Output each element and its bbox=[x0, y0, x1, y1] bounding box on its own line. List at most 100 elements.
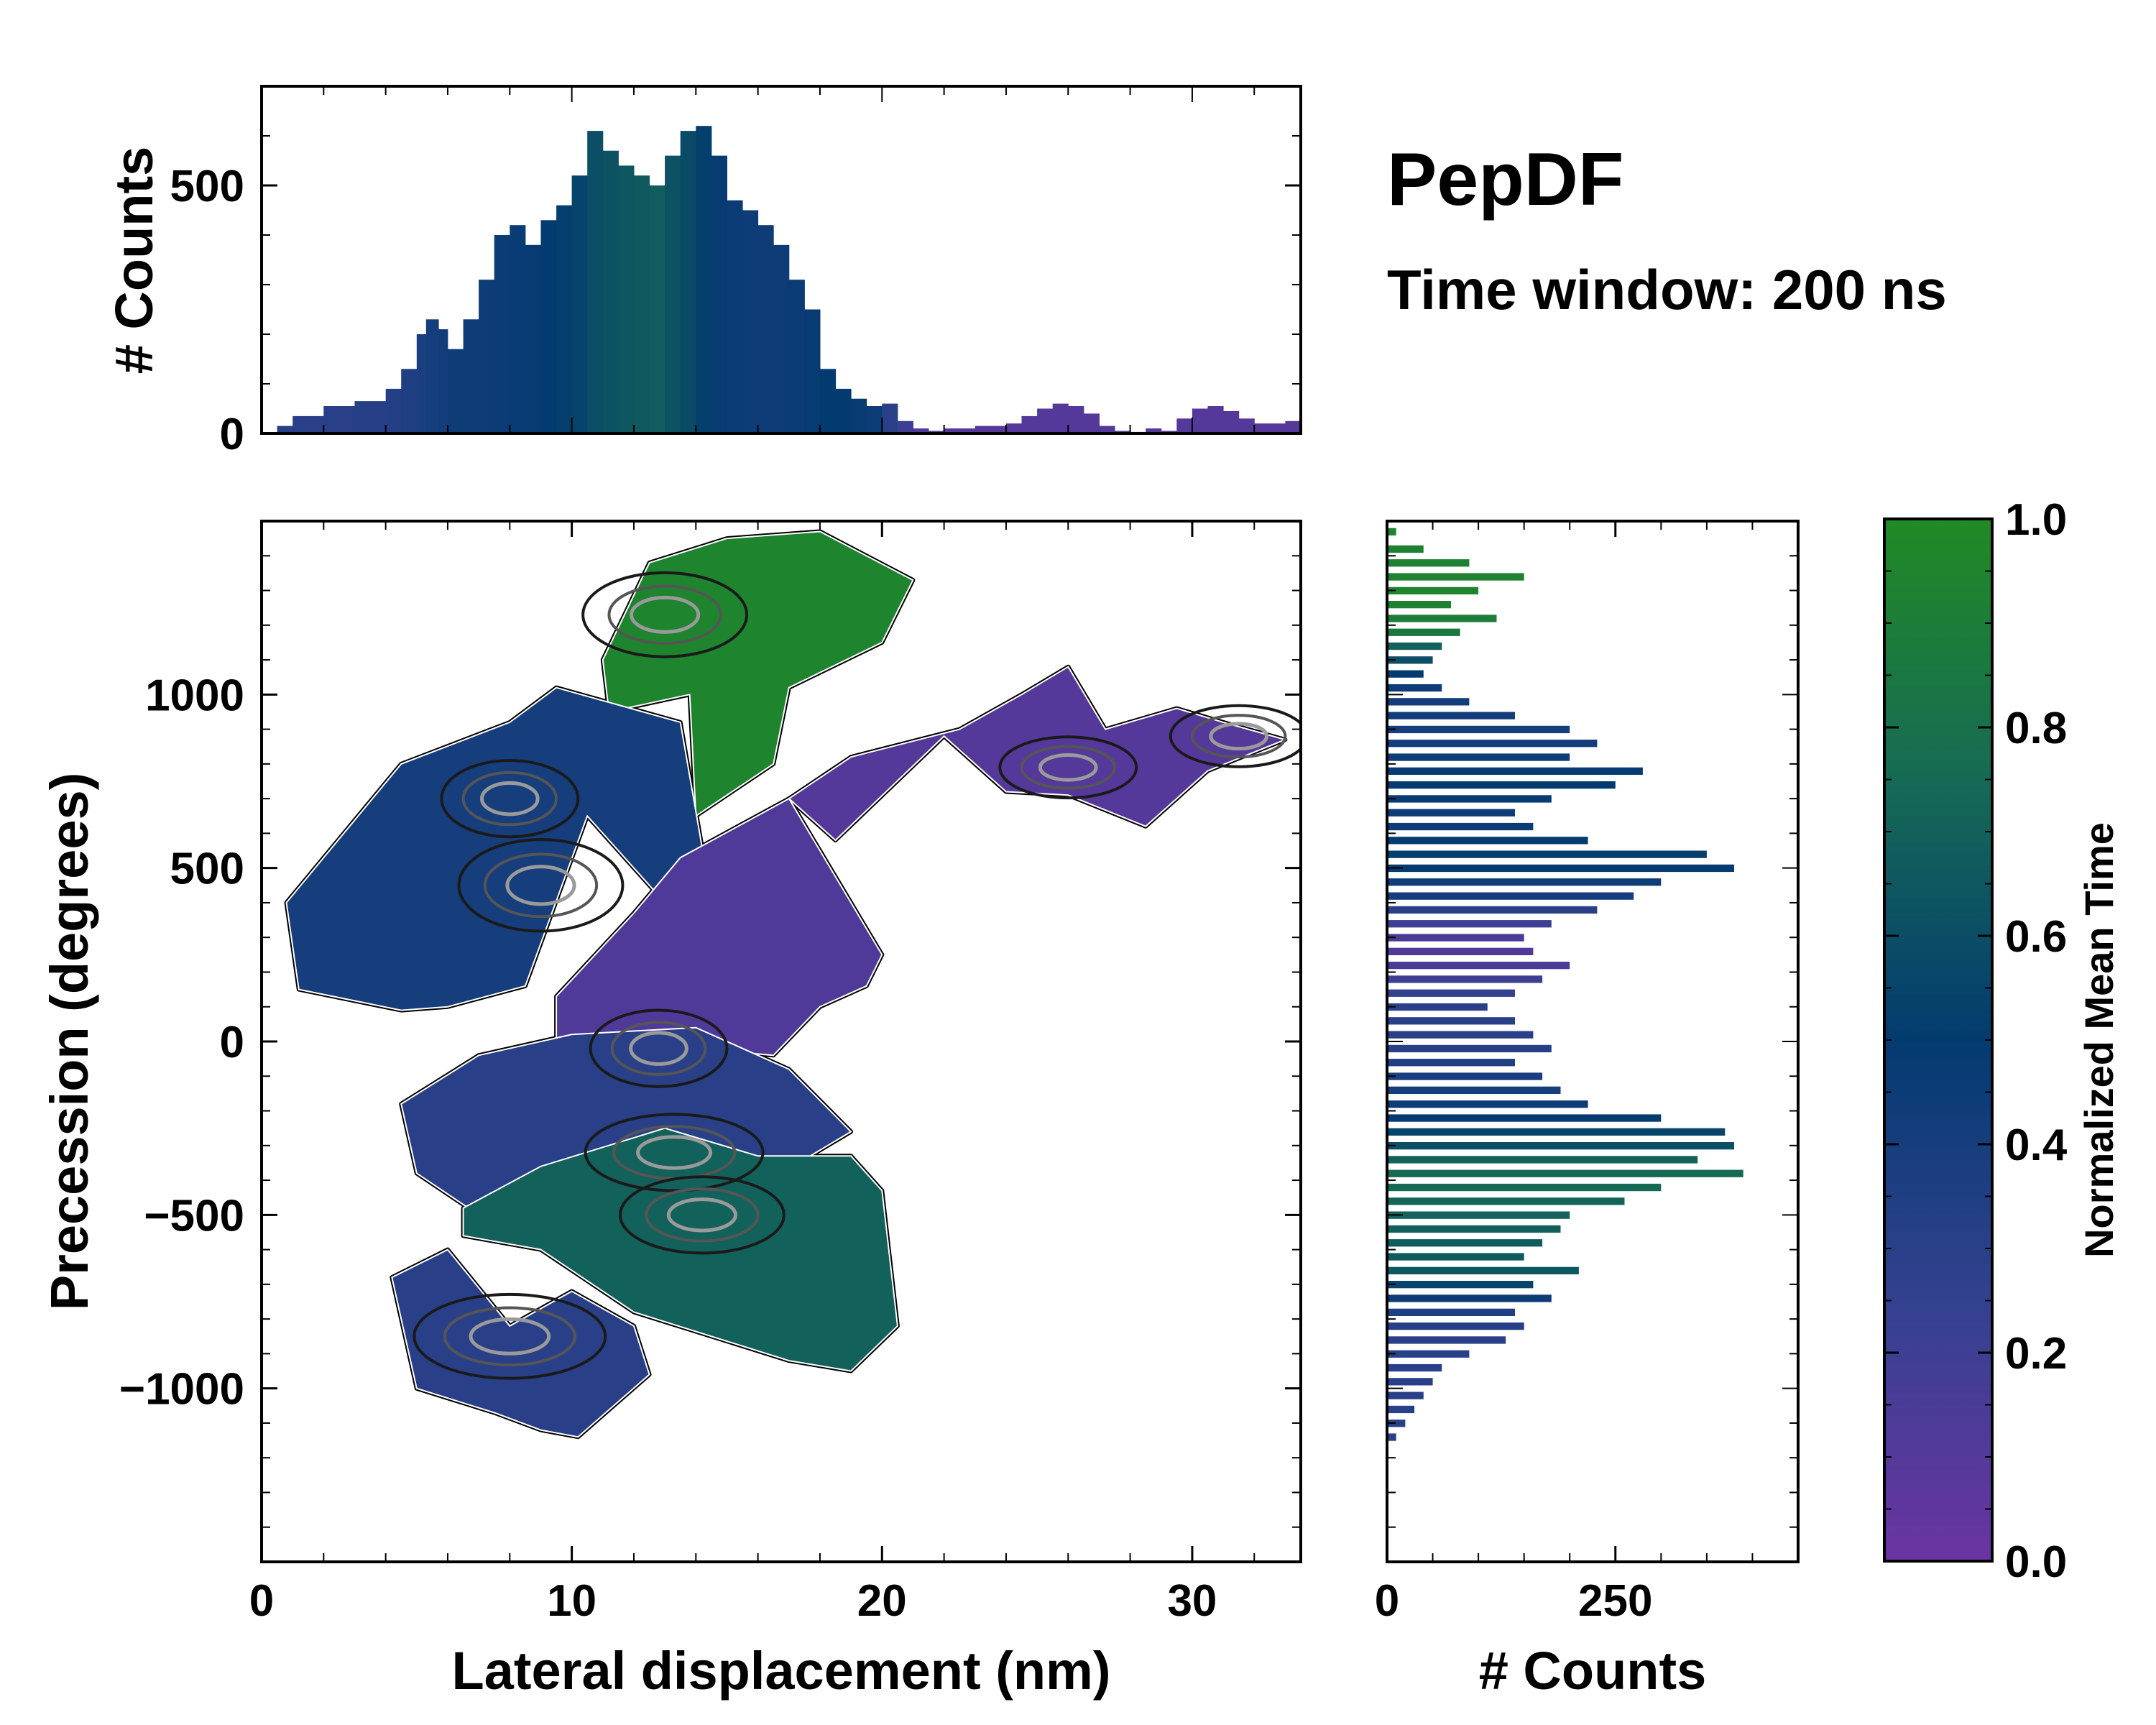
right-histogram-bar bbox=[1387, 1072, 1543, 1080]
colorbar-ticks: 0.0 0.2 0.4 0.6 0.8 1.0 bbox=[1884, 495, 2068, 1587]
right-histogram-bar bbox=[1387, 781, 1616, 789]
right-histogram-bar bbox=[1387, 1266, 1579, 1274]
right-histogram-bar bbox=[1387, 989, 1515, 997]
top-histogram-bar bbox=[448, 349, 464, 433]
main-heatmap-ticks: 0 10 20 30 −1000 −500 0 500 1000 bbox=[119, 521, 1301, 1626]
top-histogram-bar bbox=[425, 319, 439, 433]
top-histogram-bar bbox=[757, 225, 774, 433]
right-histogram-bar bbox=[1387, 1197, 1625, 1205]
top-histogram-bar bbox=[323, 406, 355, 433]
colorbar-tick-label: 0.0 bbox=[2005, 1537, 2067, 1587]
right-histogram-bar bbox=[1387, 1281, 1534, 1289]
main-xtick-label: 30 bbox=[1167, 1576, 1217, 1626]
right-histogram-bar bbox=[1387, 1350, 1470, 1358]
top-histogram-bar bbox=[727, 200, 743, 433]
figure-subtitle: Time window: 200 ns bbox=[1387, 258, 1947, 321]
contour-7-level-1 bbox=[483, 852, 599, 919]
top-histogram-bar bbox=[416, 334, 427, 433]
top-histogram-bar bbox=[866, 406, 883, 433]
main-heatmap: 0 10 20 30 −1000 −500 0 500 1000 Lateral displac… bbox=[40, 520, 1302, 1701]
colorbar: 0.0 0.2 0.4 0.6 0.8 1.0 Normalized Mean Time bbox=[1883, 495, 2122, 1587]
colorbar-tick-label: 0.4 bbox=[2005, 1121, 2068, 1170]
top-histogram-bar bbox=[292, 415, 324, 433]
top-histogram-bar bbox=[1207, 406, 1224, 433]
contour-1-level-0 bbox=[618, 1175, 786, 1255]
top-histogram-bar bbox=[587, 131, 604, 433]
colorbar-gradient bbox=[1883, 518, 1994, 1563]
heatmap-regions bbox=[284, 529, 1288, 1440]
top-histogram-bar bbox=[897, 420, 913, 434]
right-histogram-bar bbox=[1387, 975, 1543, 983]
top-histogram: 0 500 # Counts bbox=[104, 85, 1302, 459]
right-histogram-bar bbox=[1387, 615, 1497, 622]
heatmap-contours bbox=[413, 571, 1301, 1380]
right-histogram-bar bbox=[1387, 1225, 1561, 1233]
top-histogram-bar bbox=[571, 175, 588, 433]
top-histogram-bar bbox=[882, 403, 898, 433]
right-histogram-bar bbox=[1387, 725, 1570, 734]
top-histogram-bar bbox=[975, 426, 1007, 433]
right-histogram-bar bbox=[1387, 1253, 1524, 1261]
contour-1-level-2 bbox=[666, 1197, 738, 1233]
right-histogram-bar bbox=[1387, 1114, 1662, 1122]
heatmap-region-fill-upper-green bbox=[602, 530, 914, 818]
contour-4-level-0 bbox=[413, 1292, 607, 1380]
top-histogram-bar bbox=[680, 131, 696, 433]
right-histogram-bar bbox=[1387, 822, 1534, 831]
top-histogram-bar bbox=[1285, 420, 1302, 434]
right-histogram-bar bbox=[1387, 1169, 1743, 1177]
right-histogram-bar bbox=[1387, 878, 1662, 886]
top-histogram-bar bbox=[525, 244, 541, 433]
right-histogram-bar bbox=[1387, 573, 1524, 581]
top-histogram-bar bbox=[494, 235, 510, 433]
right-histogram-bar bbox=[1387, 920, 1552, 928]
top-histogram-bar bbox=[1238, 418, 1255, 433]
right-histogram-bar bbox=[1387, 1294, 1552, 1302]
right-histogram-bar bbox=[1387, 684, 1442, 692]
main-ytick-label: 0 bbox=[220, 1018, 244, 1067]
contour-7-level-0 bbox=[457, 838, 625, 933]
right-histogram-bar bbox=[1387, 1322, 1524, 1330]
right-histogram-bar bbox=[1387, 864, 1734, 873]
contour-6-level-1 bbox=[1190, 714, 1287, 759]
top-histogram-bar bbox=[479, 280, 495, 433]
main-xlabel: Lateral displacement (nm) bbox=[451, 1641, 1110, 1701]
top-histogram-bar bbox=[1099, 426, 1115, 433]
right-histogram-bar bbox=[1387, 656, 1433, 664]
right-xtick-label: 0 bbox=[1375, 1576, 1399, 1626]
top-histogram-ticks: 0 500 bbox=[170, 86, 1301, 459]
top-histogram-bar bbox=[944, 428, 976, 433]
top-histogram-bar bbox=[277, 426, 293, 433]
top-histogram-bar bbox=[649, 185, 665, 433]
top-histogram-bar bbox=[1052, 403, 1069, 433]
contour-5-level-0 bbox=[998, 735, 1138, 800]
right-histogram-bar bbox=[1387, 1363, 1442, 1372]
top-histogram-bar bbox=[1068, 406, 1084, 433]
contour-0-level-2 bbox=[636, 1135, 713, 1170]
top-ytick-label: 0 bbox=[220, 410, 244, 459]
right-histogram-bar bbox=[1387, 1086, 1561, 1094]
top-histogram-bar bbox=[773, 244, 790, 433]
right-histogram-bars bbox=[1387, 528, 1743, 1441]
contour-7-level-2 bbox=[505, 865, 576, 906]
main-ytick-label: 500 bbox=[170, 845, 244, 894]
right-histogram-bar bbox=[1387, 1128, 1726, 1136]
contour-4-level-1 bbox=[443, 1306, 576, 1367]
right-histogram-bar bbox=[1387, 1044, 1552, 1053]
right-histogram-bar bbox=[1387, 1378, 1433, 1386]
right-histogram-bar bbox=[1387, 1183, 1662, 1192]
right-histogram-bar bbox=[1387, 795, 1552, 803]
right-histogram-bar bbox=[1387, 1031, 1534, 1039]
colorbar-tick-label: 0.6 bbox=[2005, 912, 2067, 962]
contour-0-level-0 bbox=[584, 1113, 765, 1192]
colorbar-tick-label: 0.2 bbox=[2005, 1329, 2067, 1379]
contour-1-level-1 bbox=[645, 1187, 760, 1243]
top-histogram-bar bbox=[913, 428, 929, 433]
top-histogram-bar bbox=[634, 175, 650, 433]
top-histogram-bar bbox=[711, 155, 727, 433]
main-ylabel: Precession (degrees) bbox=[40, 773, 99, 1311]
right-histogram-bar bbox=[1387, 947, 1534, 955]
right-histogram-bar bbox=[1387, 740, 1598, 748]
colorbar-tick-label: 0.8 bbox=[2005, 704, 2067, 753]
right-histogram-bar bbox=[1387, 1420, 1406, 1427]
